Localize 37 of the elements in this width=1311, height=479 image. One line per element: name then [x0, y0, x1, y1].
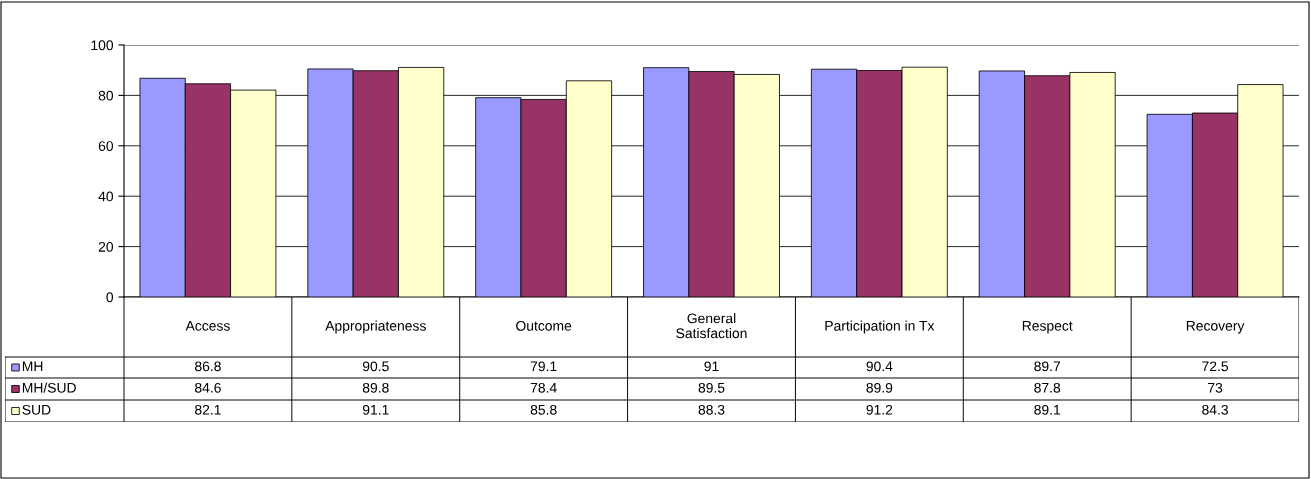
data-label: 84.6	[195, 382, 221, 393]
y-tick-label: 60	[98, 141, 114, 151]
data-label: 73	[1208, 382, 1223, 393]
y-tick-label: 0	[106, 292, 114, 303]
data-label: 86.8	[195, 361, 221, 372]
x-tick-label: Participation in Tx	[825, 320, 935, 334]
data-label: 91	[704, 361, 719, 372]
data-label: 89.1	[1034, 404, 1061, 415]
data-label: 90.5	[362, 361, 389, 372]
x-tick-label: Recovery	[1186, 321, 1245, 334]
y-tick-label: 100	[91, 40, 114, 51]
data-label: 89.7	[1034, 361, 1061, 372]
data-label: 72.5	[1202, 361, 1229, 372]
x-tick-label: Access	[185, 321, 230, 331]
data-label: 91.2	[866, 404, 893, 415]
x-tick-label: Respect	[1022, 321, 1073, 334]
data-label: 88.3	[698, 404, 725, 415]
data-label: 78.4	[530, 382, 557, 393]
data-label: 89.8	[362, 382, 389, 393]
x-tick-label: Appropriateness	[325, 320, 426, 334]
data-label: 84.3	[1202, 404, 1228, 415]
x-tick-label: Outcome	[516, 320, 572, 331]
data-label: 90.4	[866, 361, 893, 372]
data-label: 87.8	[1034, 382, 1061, 393]
legend-label: MH	[22, 361, 43, 372]
data-label: 85.8	[530, 404, 557, 415]
data-label: 91.1	[362, 404, 389, 415]
y-tick-label: 40	[98, 191, 114, 202]
y-tick-label: 20	[98, 241, 114, 252]
legend-label: SUD	[22, 404, 51, 415]
x-tick-label: General Satisfaction	[676, 313, 747, 339]
y-tick-label: 80	[98, 90, 114, 101]
data-label: 79.1	[530, 361, 557, 372]
legend-label: MH/SUD	[22, 382, 76, 393]
data-label: 89.5	[698, 382, 725, 393]
data-label: 82.1	[195, 404, 221, 415]
data-label: 89.9	[866, 382, 893, 393]
